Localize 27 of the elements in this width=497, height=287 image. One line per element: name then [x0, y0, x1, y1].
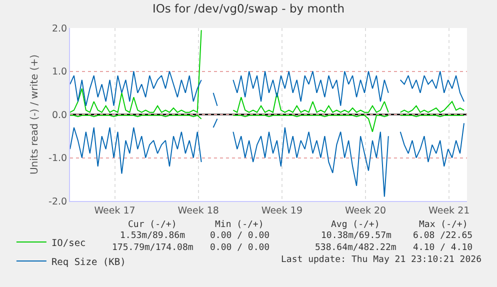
x-tick-label: Week 21 — [428, 205, 470, 216]
legend-label: Req Size (KB) — [51, 256, 126, 268]
text: 0.00 / 0.00 — [210, 231, 270, 241]
text: 6.08 /22.65 — [413, 231, 473, 241]
text: 175.79m/174.08m — [112, 243, 194, 253]
legend-label: IO/sec — [51, 238, 86, 249]
text: 0.00 / 0.00 — [210, 243, 270, 253]
x-tick-label: Week 17 — [94, 205, 136, 216]
y-axis-title: Units read (-) / write (+) — [30, 54, 41, 175]
text: 1.53m/89.86m — [120, 231, 186, 241]
y-tick-label: 1.0 — [52, 66, 68, 78]
y-tick-label: -2.0 — [48, 196, 68, 208]
text: 4.10 / 4.10 — [413, 243, 473, 253]
text: 538.64m/482.22m — [315, 243, 396, 253]
text: Cur (-/+) — [128, 220, 177, 230]
y-tick-label: 2.0 — [52, 23, 68, 34]
y-tick-label: -1.0 — [48, 153, 68, 164]
chart-title: IOs for /dev/vg0/swap - by month — [152, 1, 345, 16]
x-tick-label: Week 20 — [344, 205, 386, 216]
x-tick-label: Week 19 — [261, 205, 302, 216]
text: 10.38m/69.57m — [321, 231, 392, 241]
text: Min (-/+) — [215, 220, 264, 230]
text: Last update: Thu May 21 23:10:21 2026 — [281, 255, 482, 265]
x-tick-label: Week 18 — [178, 205, 219, 216]
y-tick-label: 0.0 — [52, 110, 68, 121]
text: Max (-/+) — [419, 220, 468, 230]
text: Avg (-/+) — [331, 220, 380, 230]
